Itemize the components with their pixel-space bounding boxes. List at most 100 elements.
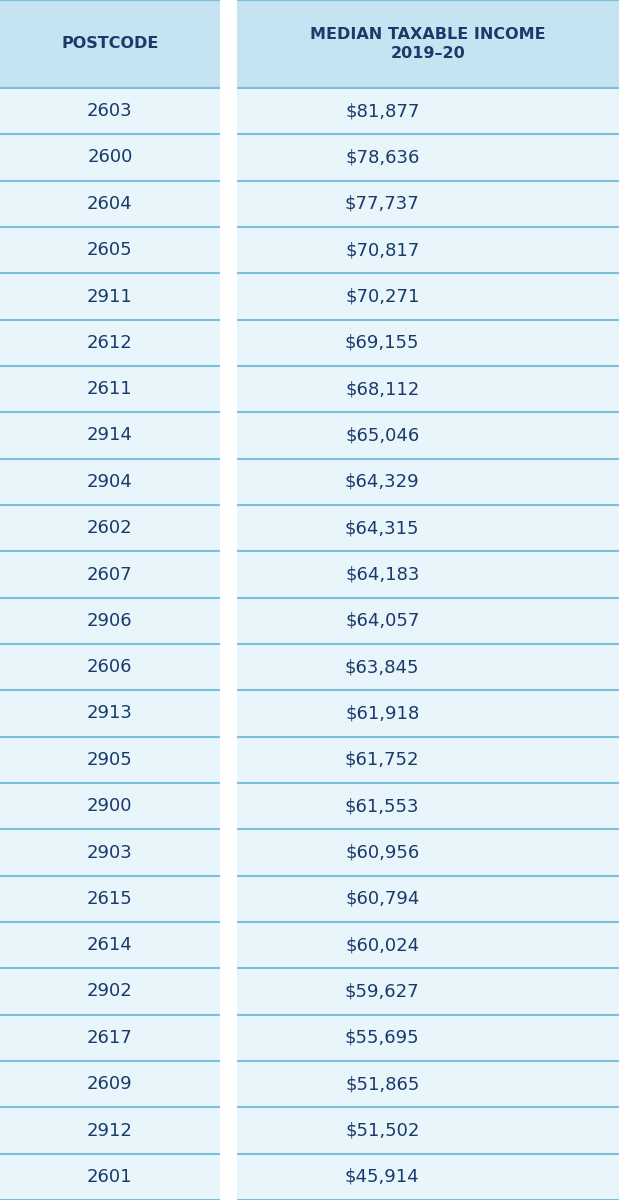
Bar: [237, 458, 619, 505]
Text: $60,956: $60,956: [345, 844, 419, 862]
Text: POSTCODE: POSTCODE: [61, 36, 158, 52]
Text: 2903: 2903: [87, 844, 132, 862]
Bar: [220, 319, 237, 366]
Bar: [0, 922, 220, 968]
Bar: [237, 319, 619, 366]
Bar: [220, 88, 237, 134]
Bar: [0, 0, 220, 88]
Text: 2600: 2600: [87, 149, 132, 167]
Bar: [237, 134, 619, 181]
Bar: [220, 0, 237, 1200]
Bar: [237, 968, 619, 1015]
Bar: [237, 181, 619, 227]
Bar: [220, 1015, 237, 1061]
Bar: [237, 1108, 619, 1153]
Bar: [237, 0, 619, 88]
Bar: [220, 1108, 237, 1153]
Text: $51,865: $51,865: [345, 1075, 420, 1093]
Bar: [220, 1061, 237, 1108]
Bar: [237, 876, 619, 922]
Text: $70,271: $70,271: [345, 288, 420, 306]
Bar: [237, 1153, 619, 1200]
Text: 2609: 2609: [87, 1075, 132, 1093]
Text: 2603: 2603: [87, 102, 132, 120]
Text: $65,046: $65,046: [345, 426, 419, 444]
Text: $59,627: $59,627: [345, 983, 420, 1001]
Text: $55,695: $55,695: [345, 1028, 420, 1046]
Bar: [237, 1061, 619, 1108]
Bar: [220, 274, 237, 319]
Text: 2612: 2612: [87, 334, 132, 352]
Bar: [0, 366, 220, 413]
Bar: [237, 782, 619, 829]
Bar: [0, 227, 220, 274]
Text: 2905: 2905: [87, 751, 132, 769]
Bar: [220, 690, 237, 737]
Bar: [0, 644, 220, 690]
Bar: [220, 366, 237, 413]
Text: $64,183: $64,183: [345, 565, 420, 583]
Bar: [220, 227, 237, 274]
Text: $70,817: $70,817: [345, 241, 419, 259]
Bar: [237, 922, 619, 968]
Bar: [0, 134, 220, 181]
Bar: [0, 876, 220, 922]
Text: 2611: 2611: [87, 380, 132, 398]
Text: $68,112: $68,112: [345, 380, 419, 398]
Text: $64,057: $64,057: [345, 612, 420, 630]
Text: MEDIAN TAXABLE INCOME
2019–20: MEDIAN TAXABLE INCOME 2019–20: [310, 26, 546, 61]
Bar: [0, 1015, 220, 1061]
Bar: [237, 644, 619, 690]
Bar: [237, 413, 619, 458]
Text: $69,155: $69,155: [345, 334, 420, 352]
Bar: [220, 505, 237, 551]
Text: 2906: 2906: [87, 612, 132, 630]
Bar: [220, 551, 237, 598]
Text: $51,502: $51,502: [345, 1122, 420, 1140]
Bar: [220, 598, 237, 644]
Bar: [0, 690, 220, 737]
Bar: [220, 1153, 237, 1200]
Text: 2900: 2900: [87, 797, 132, 815]
Text: $60,794: $60,794: [345, 890, 420, 908]
Text: $61,752: $61,752: [345, 751, 420, 769]
Bar: [220, 134, 237, 181]
Text: 2604: 2604: [87, 194, 132, 212]
Text: $77,737: $77,737: [345, 194, 420, 212]
Bar: [0, 88, 220, 134]
Text: 2602: 2602: [87, 520, 132, 538]
Bar: [237, 88, 619, 134]
Text: 2607: 2607: [87, 565, 132, 583]
Bar: [237, 366, 619, 413]
Bar: [237, 227, 619, 274]
Text: $64,315: $64,315: [345, 520, 420, 538]
Bar: [220, 922, 237, 968]
Text: $81,877: $81,877: [345, 102, 420, 120]
Bar: [0, 1153, 220, 1200]
Text: 2615: 2615: [87, 890, 132, 908]
Bar: [0, 968, 220, 1015]
Bar: [0, 598, 220, 644]
Text: 2606: 2606: [87, 658, 132, 676]
Bar: [0, 551, 220, 598]
Text: 2911: 2911: [87, 288, 132, 306]
Text: $60,024: $60,024: [345, 936, 419, 954]
Bar: [0, 782, 220, 829]
Bar: [237, 829, 619, 876]
Bar: [0, 319, 220, 366]
Text: $64,329: $64,329: [345, 473, 420, 491]
Bar: [0, 829, 220, 876]
Text: 2904: 2904: [87, 473, 132, 491]
Bar: [237, 737, 619, 784]
Text: 2913: 2913: [87, 704, 133, 722]
Bar: [0, 413, 220, 458]
Bar: [0, 458, 220, 505]
Bar: [0, 274, 220, 319]
Text: $78,636: $78,636: [345, 149, 420, 167]
Bar: [220, 413, 237, 458]
Text: 2605: 2605: [87, 241, 132, 259]
Bar: [220, 782, 237, 829]
Bar: [237, 690, 619, 737]
Bar: [0, 1108, 220, 1153]
Bar: [220, 876, 237, 922]
